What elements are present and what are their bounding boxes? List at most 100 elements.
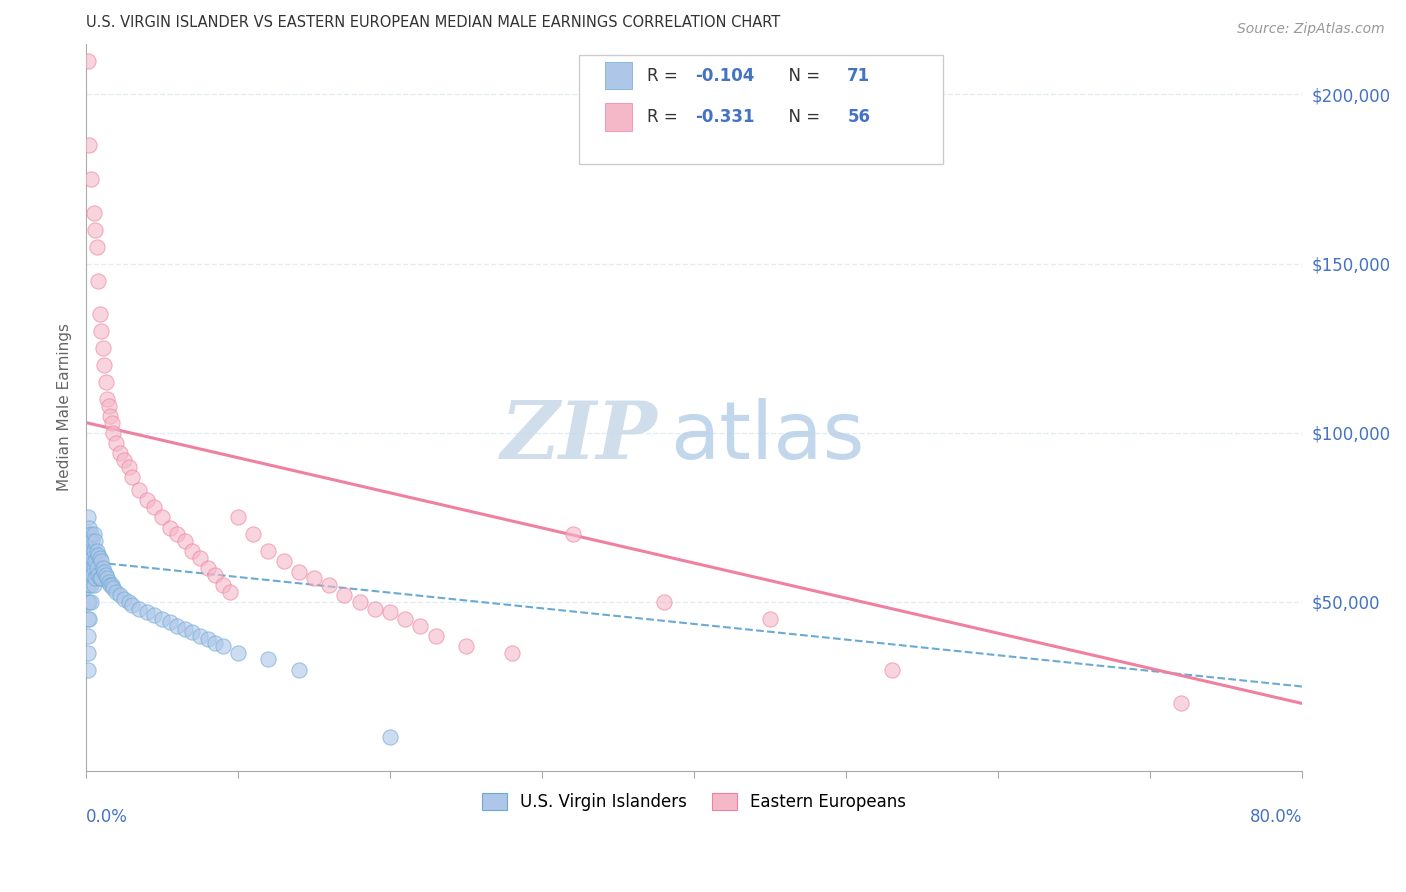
Point — [101, 578, 124, 592]
Point — [501, 646, 523, 660]
Point — [1170, 697, 1192, 711]
Point — [96, 571, 118, 585]
Point — [561, 527, 583, 541]
Point — [86, 561, 108, 575]
Point — [105, 584, 128, 599]
Point — [89, 551, 111, 566]
Point — [128, 601, 150, 615]
Text: -0.331: -0.331 — [696, 108, 755, 126]
Point — [108, 588, 131, 602]
Point — [77, 138, 100, 153]
Point — [378, 605, 401, 619]
Point — [83, 206, 105, 220]
Point — [86, 544, 108, 558]
Point — [83, 544, 105, 558]
Point — [159, 520, 181, 534]
Point — [87, 548, 110, 562]
Point — [94, 375, 117, 389]
Point — [84, 554, 107, 568]
Point — [333, 588, 356, 602]
Text: 80.0%: 80.0% — [1250, 807, 1302, 825]
Point — [83, 561, 105, 575]
Text: 0.0%: 0.0% — [86, 807, 128, 825]
Point — [76, 561, 98, 575]
Point — [288, 663, 311, 677]
Point — [77, 567, 100, 582]
Point — [77, 520, 100, 534]
Point — [82, 567, 104, 582]
Point — [82, 534, 104, 549]
Point — [93, 565, 115, 579]
Point — [349, 595, 371, 609]
Point — [112, 453, 135, 467]
Point — [302, 571, 325, 585]
Point — [100, 578, 122, 592]
Point — [97, 399, 120, 413]
Point — [759, 612, 782, 626]
Point — [652, 595, 675, 609]
Point — [173, 622, 195, 636]
Point — [79, 544, 101, 558]
Point — [89, 571, 111, 585]
Point — [79, 172, 101, 186]
Bar — [606, 62, 633, 89]
Point — [181, 544, 204, 558]
Text: atlas: atlas — [669, 398, 865, 475]
Point — [181, 625, 204, 640]
Point — [79, 578, 101, 592]
Point — [76, 629, 98, 643]
Point — [91, 561, 114, 575]
Point — [103, 582, 125, 596]
Point — [204, 635, 226, 649]
Text: -0.104: -0.104 — [696, 67, 755, 85]
Point — [89, 307, 111, 321]
Point — [83, 578, 105, 592]
Point — [90, 554, 112, 568]
Text: U.S. VIRGIN ISLANDER VS EASTERN EUROPEAN MEDIAN MALE EARNINGS CORRELATION CHART: U.S. VIRGIN ISLANDER VS EASTERN EUROPEAN… — [86, 15, 780, 30]
Point — [273, 554, 295, 568]
Point — [79, 527, 101, 541]
Legend: U.S. Virgin Islanders, Eastern Europeans: U.S. Virgin Islanders, Eastern Europeans — [475, 786, 912, 817]
FancyBboxPatch shape — [579, 54, 943, 164]
Point — [226, 646, 249, 660]
Point — [77, 554, 100, 568]
Point — [121, 599, 143, 613]
Point — [143, 608, 166, 623]
Point — [84, 534, 107, 549]
Point — [90, 571, 112, 585]
Point — [93, 358, 115, 372]
Point — [409, 618, 432, 632]
Point — [242, 527, 264, 541]
Point — [150, 510, 173, 524]
Point — [117, 595, 139, 609]
Point — [173, 534, 195, 549]
Point — [135, 493, 157, 508]
Point — [77, 578, 100, 592]
Point — [318, 578, 340, 592]
Point — [76, 578, 98, 592]
Point — [425, 629, 447, 643]
Point — [143, 500, 166, 515]
Point — [77, 595, 100, 609]
Point — [86, 240, 108, 254]
Point — [103, 425, 125, 440]
Point — [76, 612, 98, 626]
Text: 71: 71 — [848, 67, 870, 85]
Point — [108, 446, 131, 460]
Text: N =: N = — [778, 108, 825, 126]
Point — [82, 551, 104, 566]
Point — [77, 612, 100, 626]
Point — [101, 416, 124, 430]
Point — [79, 595, 101, 609]
Point — [84, 223, 107, 237]
Point — [87, 273, 110, 287]
Point — [76, 663, 98, 677]
Text: R =: R = — [647, 67, 683, 85]
Point — [76, 510, 98, 524]
Point — [77, 534, 100, 549]
Bar — [606, 103, 633, 131]
Point — [83, 527, 105, 541]
Point — [150, 612, 173, 626]
Point — [76, 527, 98, 541]
Point — [219, 584, 242, 599]
